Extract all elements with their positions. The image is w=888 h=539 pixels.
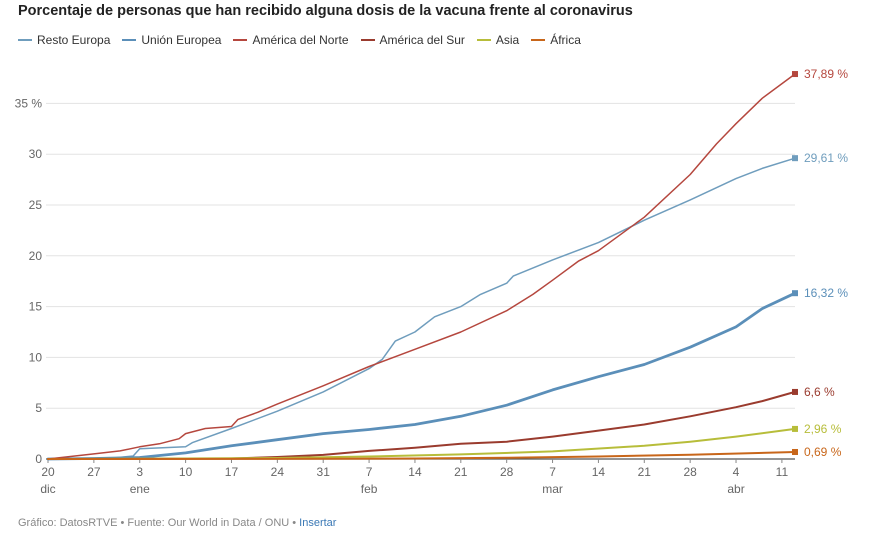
series-end-marker	[792, 155, 798, 162]
x-tick-label: 11	[776, 465, 789, 479]
x-tick-label: 17	[225, 465, 239, 479]
x-tick-label: 7	[366, 465, 373, 479]
y-tick-label: 20	[29, 249, 43, 263]
legend-item[interactable]: América del Norte	[233, 33, 349, 47]
series-end-marker	[792, 71, 798, 78]
legend-swatch	[531, 39, 546, 41]
y-tick-label: 35 %	[15, 96, 43, 110]
legend-swatch	[122, 39, 137, 41]
x-tick-label: 28	[683, 465, 697, 479]
legend-swatch	[360, 39, 375, 41]
legend-item[interactable]: América del Sur	[360, 33, 465, 47]
legend-label: Resto Europa	[37, 33, 111, 47]
x-tick-month-label: mar	[542, 482, 563, 496]
chart-title: Porcentaje de personas que han recibido …	[18, 3, 633, 19]
series-end-label: 29,61 %	[804, 151, 848, 165]
legend-label: Unión Europea	[141, 33, 222, 47]
legend-item[interactable]: África	[531, 33, 581, 47]
y-tick-label: 15	[29, 300, 43, 314]
x-tick-label: 10	[179, 465, 193, 479]
series-end-marker	[792, 425, 798, 432]
x-tick-month-label: abr	[727, 482, 744, 496]
legend-label: Asia	[495, 33, 520, 47]
x-tick-label: 7	[549, 465, 556, 479]
x-tick-month-label: dic	[40, 482, 55, 496]
legend-label: América del Norte	[252, 33, 349, 47]
x-tick-label: 31	[317, 465, 331, 479]
series-line	[47, 73, 796, 460]
x-tick-label: 27	[87, 465, 101, 479]
legend-label: África	[550, 33, 581, 47]
series-line	[47, 157, 796, 460]
footer-source: Gráfico: DatosRTVE • Fuente: Our World i…	[18, 517, 300, 529]
series-end-label: 16,32 %	[804, 286, 848, 300]
x-tick-label: 21	[638, 465, 652, 479]
legend-swatch	[18, 39, 32, 41]
legend-item[interactable]: Unión Europea	[122, 33, 221, 47]
series-end-marker	[792, 388, 798, 395]
legend-label: América del Sur	[379, 33, 465, 47]
y-tick-label: 5	[35, 401, 42, 415]
y-tick-label: 25	[29, 198, 43, 212]
series-line	[46, 291, 797, 461]
footer: Gráfico: DatosRTVE • Fuente: Our World i…	[18, 517, 336, 529]
series-end-label: 6,6 %	[804, 385, 835, 399]
x-tick-label: 28	[500, 465, 514, 479]
legend: Resto Europa Unión Europea América del Nor…	[18, 33, 581, 47]
series-end-label: 0,69 %	[804, 445, 842, 459]
line-chart: 0 5 10 15 20 25 30 35 % 20 dic 27 3 ene 10 17 24 31 7 feb 1…	[15, 67, 849, 496]
series-line	[47, 451, 796, 460]
x-tick-label: 14	[592, 465, 606, 479]
x-tick-month-label: ene	[130, 482, 150, 496]
x-tick-label: 24	[271, 465, 285, 479]
series-end-label: 37,89 %	[804, 67, 848, 81]
legend-item[interactable]: Resto Europa	[18, 33, 110, 47]
series-end-marker	[792, 448, 798, 455]
series-line	[47, 390, 796, 460]
y-tick-label: 30	[29, 147, 43, 161]
x-tick-label: 4	[733, 465, 740, 479]
x-tick-label: 3	[136, 465, 143, 479]
series-end-marker	[792, 290, 798, 297]
y-tick-label: 10	[29, 350, 43, 364]
x-tick-label: 20	[41, 465, 55, 479]
y-tick-label: 0	[35, 452, 42, 466]
series-end-label: 2,96 %	[804, 422, 842, 436]
legend-swatch	[233, 39, 248, 41]
embed-link[interactable]: Insertar	[299, 517, 337, 529]
x-tick-label: 14	[408, 465, 422, 479]
x-tick-label: 21	[454, 465, 468, 479]
legend-item[interactable]: Asia	[476, 33, 520, 47]
legend-swatch	[476, 39, 491, 41]
x-tick-month-label: feb	[361, 482, 378, 496]
